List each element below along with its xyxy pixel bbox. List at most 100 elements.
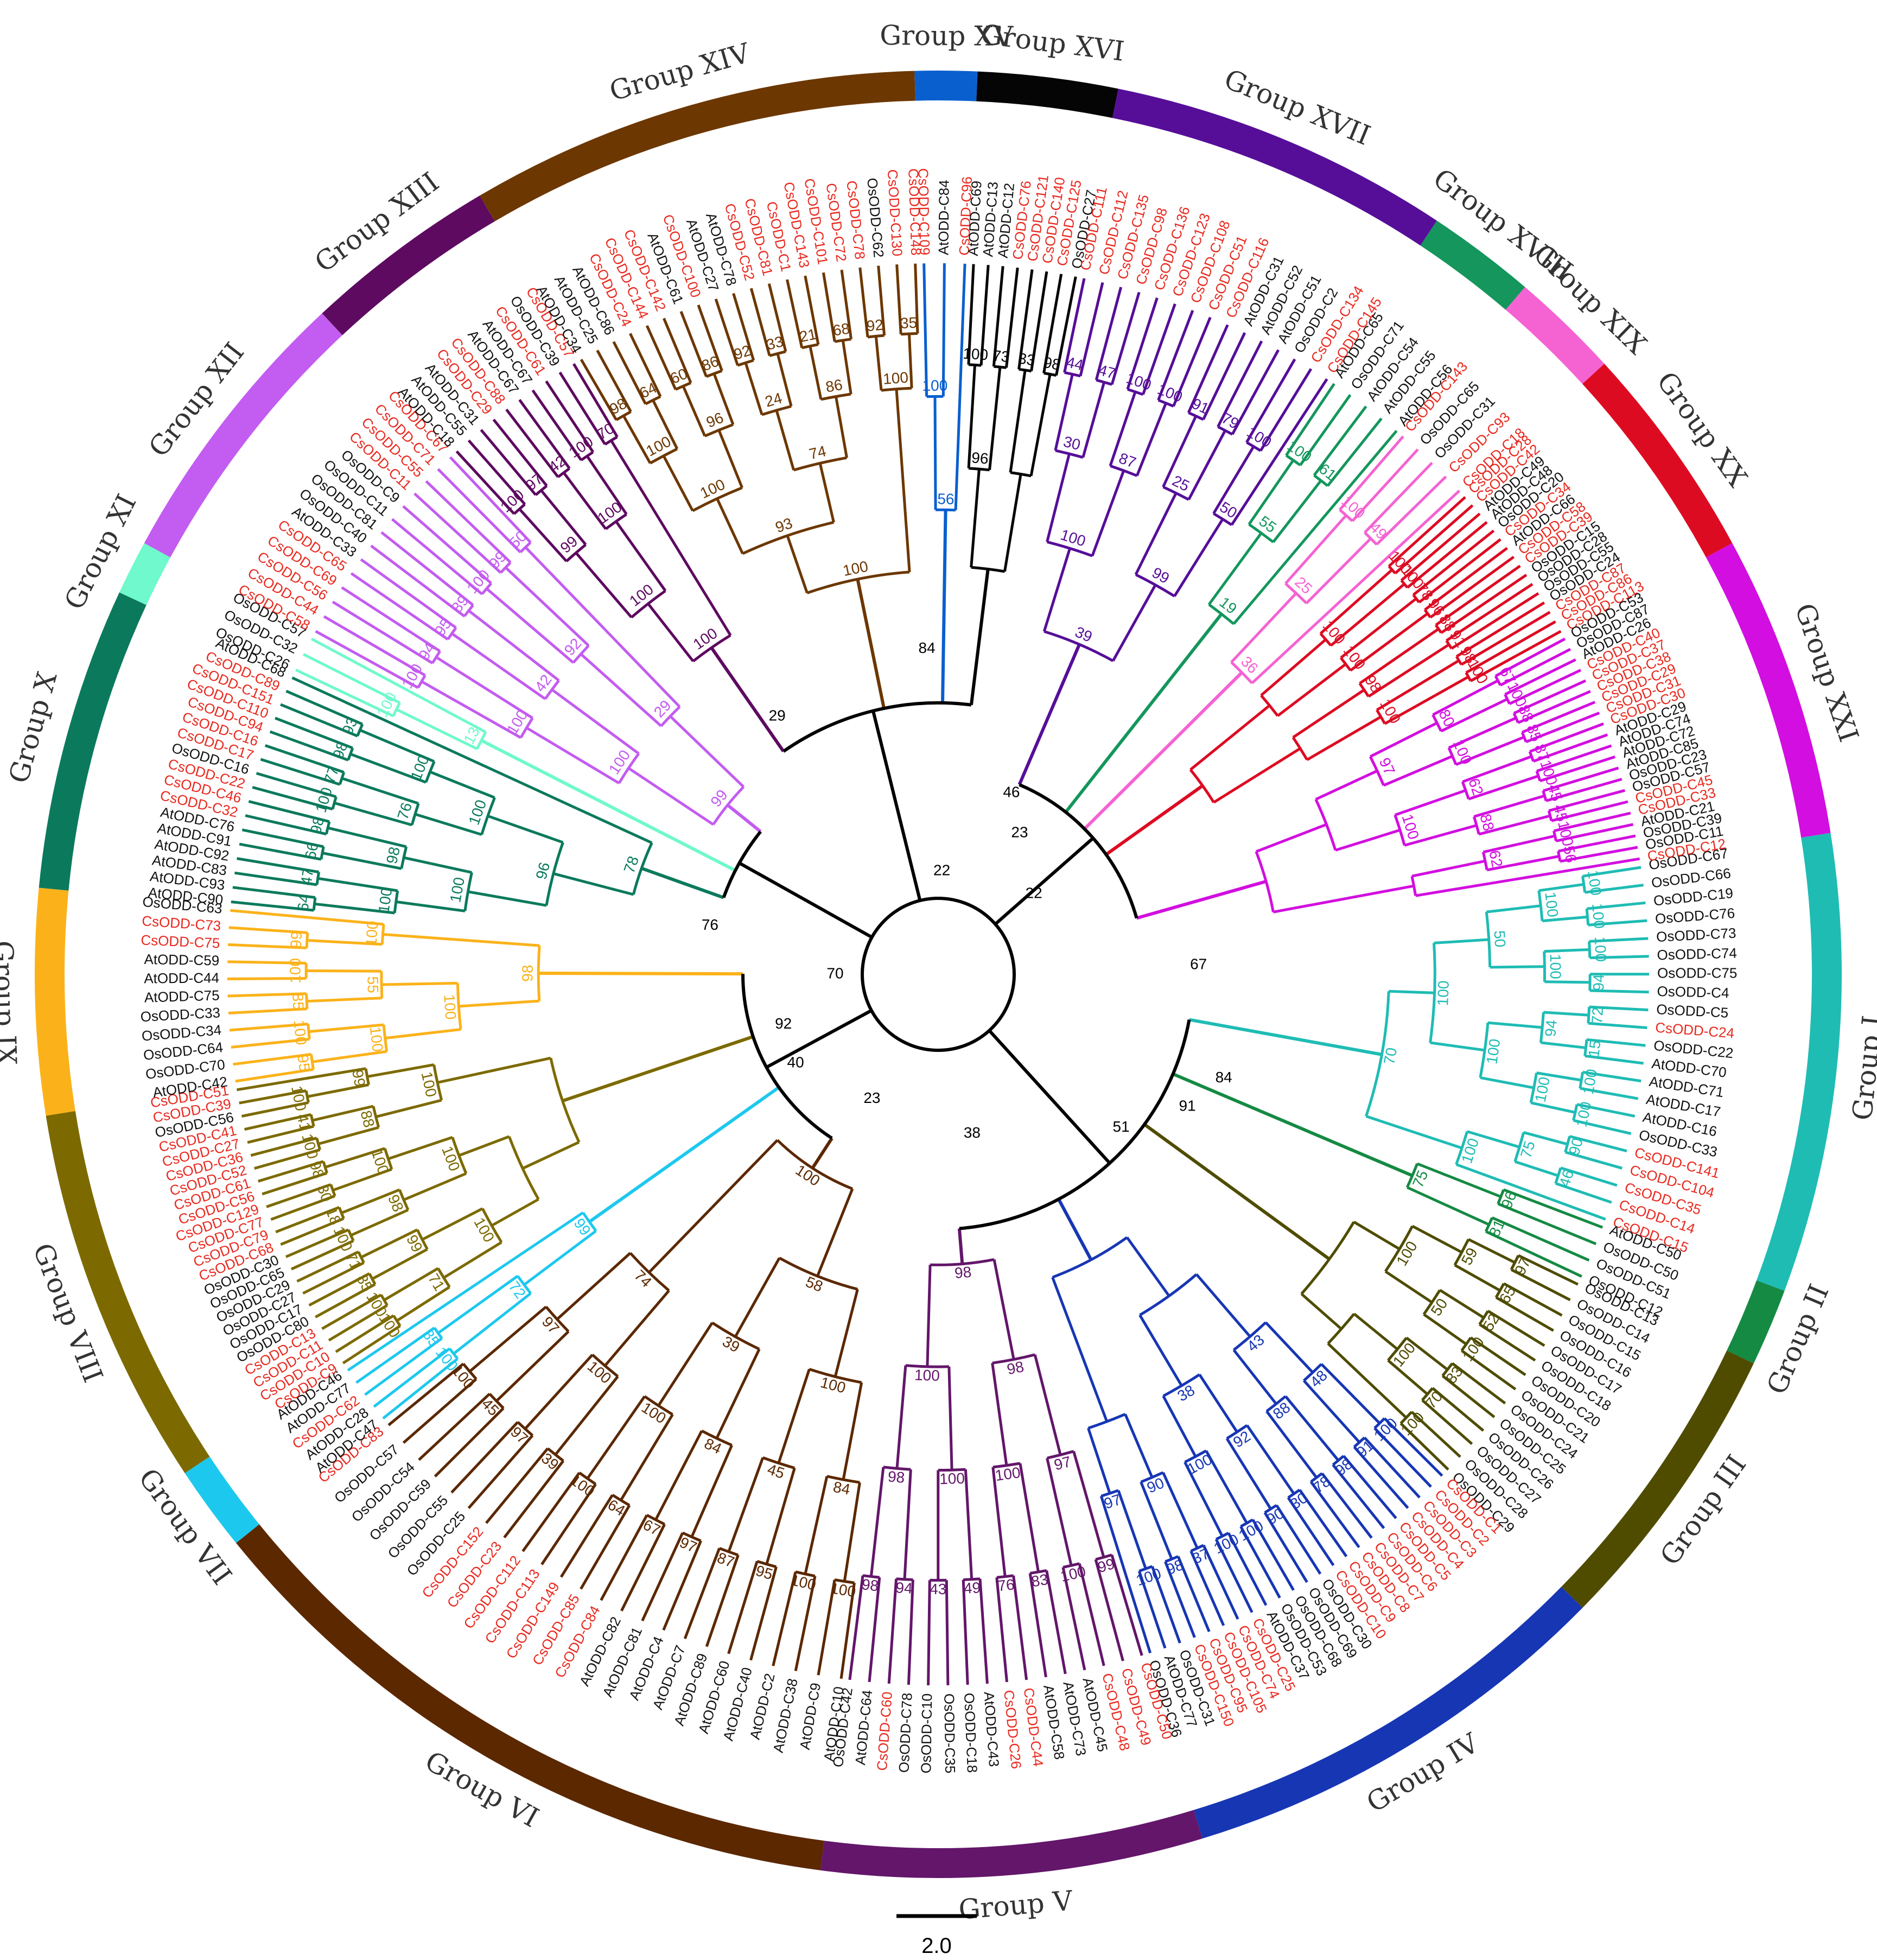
branch	[1353, 1221, 1401, 1251]
branch-arc	[605, 513, 627, 530]
branch	[239, 1089, 307, 1105]
branch	[1287, 1496, 1335, 1566]
branch-arc	[364, 1068, 370, 1085]
branch-arc	[424, 760, 436, 783]
branch	[370, 544, 466, 618]
leaf-label: AtODD-C44	[144, 969, 219, 986]
branch	[1495, 1296, 1554, 1332]
branch	[839, 1582, 856, 1679]
ring-segment-group-xx	[1582, 364, 1733, 557]
branch	[228, 1007, 308, 1014]
branch-arc	[646, 1514, 665, 1526]
branch	[1487, 1310, 1545, 1347]
branch-arc	[971, 566, 1005, 573]
branch	[1176, 1556, 1211, 1633]
branch	[992, 1259, 1015, 1360]
branch	[250, 1137, 317, 1157]
branch	[235, 1068, 314, 1083]
leaf-label: AtODD-C69	[965, 180, 985, 256]
branch	[1051, 1277, 1079, 1346]
branch	[228, 926, 308, 934]
bootstrap-value: 100	[595, 498, 625, 527]
branch-arc	[322, 1161, 328, 1174]
branch	[1589, 989, 1649, 994]
bootstrap-value: 100	[1185, 1451, 1215, 1477]
branch	[485, 1447, 549, 1524]
branch-arc	[546, 1447, 564, 1462]
branch	[1081, 382, 1106, 458]
branch	[1580, 1087, 1639, 1100]
branch	[1404, 824, 1477, 847]
branch	[927, 1580, 931, 1685]
branch	[835, 396, 848, 458]
branch	[440, 745, 505, 777]
branch	[1140, 1481, 1173, 1560]
group-stem	[1143, 1123, 1331, 1261]
bootstrap-value: 100	[1393, 1238, 1421, 1268]
branch	[1576, 1103, 1636, 1118]
leaf-label: CsODD-C109	[915, 168, 933, 256]
branch	[540, 1483, 597, 1565]
branch	[1184, 1461, 1224, 1537]
bootstrap-value: 76	[394, 801, 415, 822]
branch	[1299, 394, 1352, 466]
branch	[360, 558, 457, 629]
branch	[303, 1067, 366, 1080]
branch	[1440, 574, 1528, 634]
branch	[413, 492, 502, 574]
bootstrap-value: 100	[962, 345, 988, 364]
branch	[387, 1362, 465, 1426]
branch-arc	[701, 1429, 733, 1447]
branch	[380, 531, 474, 606]
bootstrap-value: 100	[1434, 980, 1452, 1006]
branch	[1019, 1463, 1040, 1572]
branch-arc	[769, 350, 786, 357]
branch-arc	[1510, 1254, 1520, 1271]
branch	[1142, 303, 1176, 395]
branch	[391, 518, 483, 595]
leaf-label: CsODD-C60	[874, 1691, 895, 1772]
branch	[562, 472, 607, 530]
leaf-label: AtODD-C9	[797, 1682, 824, 1751]
branch	[1212, 446, 1255, 515]
branch	[1284, 1395, 1340, 1462]
branch	[1485, 1230, 1582, 1278]
branch	[868, 1577, 881, 1683]
ring-segment-group-i	[1757, 833, 1842, 1291]
bootstrap-value: 98	[383, 845, 403, 865]
bootstrap-value: 39	[720, 1333, 742, 1355]
branch	[1063, 278, 1086, 373]
branch	[1412, 529, 1495, 596]
branch	[1265, 1410, 1318, 1479]
bootstrap-value: 100	[441, 994, 459, 1020]
branch	[303, 653, 400, 705]
bootstrap-value: 47	[297, 867, 316, 886]
branch	[817, 1580, 836, 1676]
branch	[1367, 643, 1450, 698]
branch	[840, 269, 852, 340]
branch	[657, 1322, 714, 1407]
branch	[615, 521, 667, 592]
bootstrap-value: 90	[1264, 1505, 1287, 1528]
backbone-stem	[988, 1029, 1111, 1164]
bootstrap-value: 100	[464, 567, 493, 597]
branch	[1347, 884, 1414, 900]
branch	[1321, 1472, 1373, 1539]
branch	[967, 365, 976, 468]
branch-arc	[437, 1267, 451, 1288]
bootstrap-value: 100	[829, 1580, 857, 1600]
backbone-support-value: 22	[933, 861, 950, 878]
branch	[620, 1413, 674, 1501]
bootstrap-value: 100	[287, 958, 303, 984]
bootstrap-value: 100	[690, 625, 721, 653]
branch	[749, 288, 771, 357]
branch	[1110, 1554, 1143, 1656]
branch	[1469, 630, 1562, 682]
branch-arc	[325, 821, 331, 835]
branch	[822, 272, 836, 342]
branch	[1363, 1436, 1421, 1499]
bootstrap-value: 72	[1588, 1007, 1606, 1025]
leaf-label: CsODD-C73	[141, 912, 221, 934]
branch-arc	[410, 803, 420, 826]
branch	[858, 267, 869, 338]
